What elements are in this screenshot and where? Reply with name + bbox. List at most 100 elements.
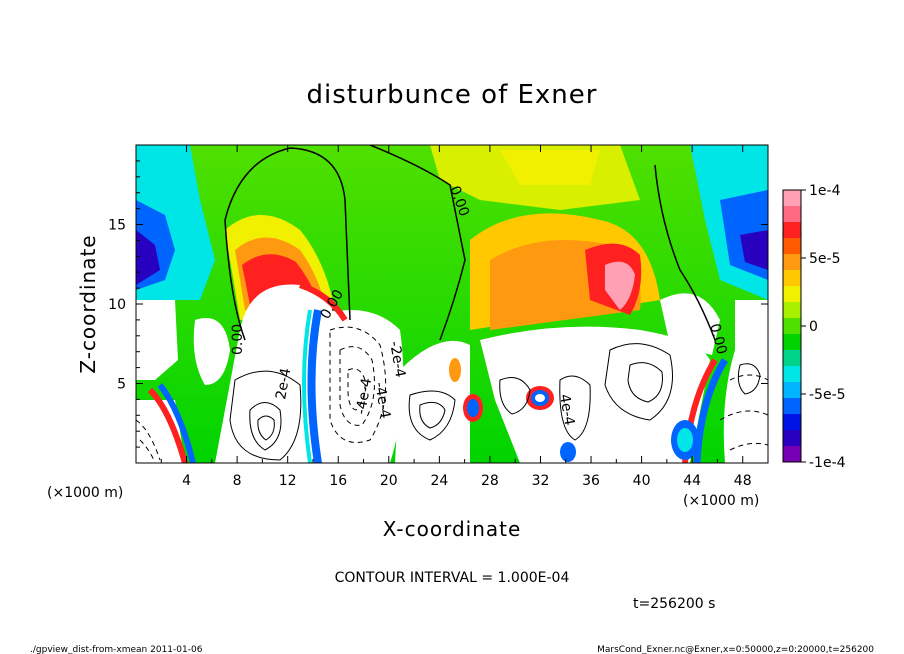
colorbar-cell	[783, 190, 801, 207]
field-blob-1-inner	[467, 399, 479, 417]
contour-pos-left-1	[249, 402, 282, 451]
colorbar-cells	[783, 190, 801, 463]
contour-neg-2	[339, 346, 375, 426]
chart-title: disturbunce of Exner	[307, 80, 598, 110]
field-white-topright	[660, 293, 720, 355]
field-upper-yellow-core	[500, 150, 600, 185]
x-tick-label: 40	[633, 473, 651, 489]
colorbar-cell	[783, 446, 801, 463]
colorbar-cell	[783, 206, 801, 223]
colorbar-cell	[783, 334, 801, 351]
colorbar-cell	[783, 318, 801, 335]
x-tick-label: 32	[532, 473, 550, 489]
contour-label-pos-2: 4e-4	[556, 393, 577, 427]
contour-pos-left-3	[229, 370, 302, 461]
contour-lines	[136, 145, 768, 463]
x-axis-ticks: 4 8 12 16 20 24 28 32 36 40 44 48	[160, 145, 752, 489]
x-tick-label: 28	[481, 473, 499, 489]
x-tick-label: 8	[233, 473, 242, 489]
contour-zero-left	[224, 147, 351, 341]
y-axis-ticks: 5 10 15	[108, 160, 768, 448]
contour-label-zero-1: 0.00	[230, 324, 246, 355]
colorbar-tick-label: 0	[809, 319, 818, 335]
x-tick-label: 20	[380, 473, 398, 489]
contour-label-zero-4: 0.00	[706, 322, 730, 356]
colorbar-cell	[783, 350, 801, 367]
field-blob-3-inner	[677, 428, 693, 452]
contour-pos-right-5	[737, 363, 761, 395]
time-label: t=256200 s	[633, 596, 715, 612]
colorbar-tick-label: -1e-4	[809, 455, 846, 471]
y-tick-label: 15	[108, 218, 126, 234]
colorbar-tick-label: 1e-4	[809, 183, 841, 199]
colorbar-cell	[783, 238, 801, 255]
x-tick-label: 16	[329, 473, 347, 489]
field-white-leftblob	[193, 318, 230, 385]
colorbar-cell	[783, 366, 801, 383]
colorbar-ticks: 1e-4 5e-5 0 -5e-5 -1e-4	[801, 183, 846, 471]
field-white-right	[480, 326, 710, 463]
contour-pos-right-3	[499, 377, 531, 415]
x-tick-label: 4	[182, 473, 191, 489]
contour-interval: CONTOUR INTERVAL = 1.000E-04	[335, 570, 570, 586]
field-white-negative-lobe	[316, 310, 404, 463]
contour-zero-right	[654, 164, 716, 341]
x-tick-label: 36	[582, 473, 600, 489]
contour-neg-right	[719, 374, 768, 451]
x-tick-label: 12	[279, 473, 297, 489]
field-right-indigo	[740, 230, 768, 270]
field-right-plume-pink	[605, 261, 635, 310]
colorbar-cell	[783, 254, 801, 271]
colorbar-cell	[783, 398, 801, 415]
colorbar-cell	[783, 414, 801, 431]
contour-neg-left	[136, 419, 161, 463]
x-tick-label: 24	[430, 473, 448, 489]
contour-label-pos-1: 2e-4	[273, 367, 294, 401]
contour-pos-right-2	[627, 362, 663, 403]
contour-pos-center-2	[419, 401, 446, 429]
field-rim-red-bottomleft	[147, 387, 188, 463]
colorbar-cell	[783, 302, 801, 319]
contour-neg-1	[329, 326, 387, 443]
footer-left: ./gpview_dist-from-xmean 2011-01-06	[30, 645, 203, 654]
colorbar-cell	[783, 430, 801, 447]
x-axis-unit-right: (×1000 m)	[683, 493, 759, 509]
contour-label-neg-1: -2e-4	[386, 340, 408, 379]
contour-zero-mid	[369, 145, 466, 341]
field-white-leftedge	[136, 300, 178, 380]
x-tick-label: 44	[683, 473, 701, 489]
colorbar-cell	[783, 222, 801, 239]
y-tick-label: 10	[108, 297, 126, 313]
colorbar-cell	[783, 270, 801, 287]
contour-pos-right-1	[604, 343, 673, 421]
field-white-bottomleft	[136, 400, 185, 463]
contour-neg-3	[347, 368, 366, 411]
contour-labels: 0.00 0.00 0.00 0.00 2e-4 -2e-4 -4e-4 -4e…	[230, 184, 730, 427]
colorbar-cell	[783, 286, 801, 303]
colorbar-tick-label: 5e-5	[809, 251, 840, 267]
y-tick-label: 5	[117, 377, 126, 393]
y-axis-label: Z-coordinate	[76, 234, 100, 373]
field-blob-4	[560, 442, 576, 462]
footer-right: MarsCond_Exner.nc@Exner,x=0:50000,z=0:20…	[597, 645, 874, 654]
colorbar: 1e-4 5e-5 0 -5e-5 -1e-4	[782, 183, 846, 471]
x-axis-label: X-coordinate	[383, 517, 522, 541]
field-blob-2-core	[535, 394, 545, 402]
contour-pos-right-4	[559, 375, 591, 441]
field-left-indigo	[136, 230, 160, 285]
contour-label-neg-2: -4e-4	[371, 381, 393, 420]
field-blob-5	[449, 358, 461, 382]
colorbar-tick-label: -5e-5	[809, 387, 846, 403]
field-rim-red-left	[299, 282, 348, 322]
contour-pos-center-1	[408, 390, 456, 441]
colorbar-cell	[783, 382, 801, 399]
x-axis-unit-left: (×1000 m)	[47, 485, 123, 501]
field-rim-blue-left	[307, 309, 322, 463]
x-tick-label: 48	[734, 473, 752, 489]
contour-pos-left-2	[257, 415, 275, 441]
field-rim-cyan-left	[302, 309, 312, 463]
contour-label-neg-3: -4e-4	[353, 377, 375, 416]
field-rim-blue-bottomleft	[157, 383, 196, 463]
field-white-rightedge	[723, 300, 768, 463]
